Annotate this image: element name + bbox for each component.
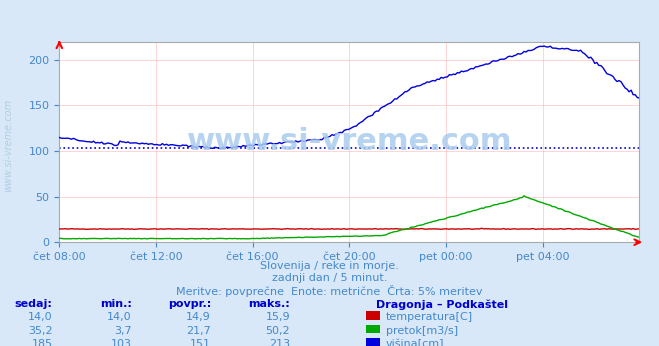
Text: 185: 185 [32, 339, 53, 346]
Text: 151: 151 [190, 339, 211, 346]
Text: 35,2: 35,2 [28, 326, 53, 336]
Text: 14,0: 14,0 [107, 312, 132, 322]
Text: 213: 213 [269, 339, 290, 346]
Text: sedaj:: sedaj: [15, 299, 53, 309]
Text: višina[cm]: višina[cm] [386, 339, 444, 346]
Text: Dragonja – Podkaštel: Dragonja – Podkaštel [376, 299, 507, 310]
Text: 50,2: 50,2 [266, 326, 290, 336]
Text: temperatura[C]: temperatura[C] [386, 312, 473, 322]
Text: 15,9: 15,9 [266, 312, 290, 322]
Text: min.:: min.: [100, 299, 132, 309]
Text: maks.:: maks.: [248, 299, 290, 309]
Text: www.si-vreme.com: www.si-vreme.com [186, 127, 512, 156]
Text: pretok[m3/s]: pretok[m3/s] [386, 326, 457, 336]
Text: 21,7: 21,7 [186, 326, 211, 336]
Text: 103: 103 [111, 339, 132, 346]
Text: Slovenija / reke in morje.: Slovenija / reke in morje. [260, 261, 399, 271]
Text: povpr.:: povpr.: [167, 299, 211, 309]
Text: Meritve: povprečne  Enote: metrične  Črta: 5% meritev: Meritve: povprečne Enote: metrične Črta:… [176, 285, 483, 298]
Text: 14,0: 14,0 [28, 312, 53, 322]
Text: 14,9: 14,9 [186, 312, 211, 322]
Text: 3,7: 3,7 [114, 326, 132, 336]
Text: www.si-vreme.com: www.si-vreme.com [3, 99, 13, 192]
Text: zadnji dan / 5 minut.: zadnji dan / 5 minut. [272, 273, 387, 283]
